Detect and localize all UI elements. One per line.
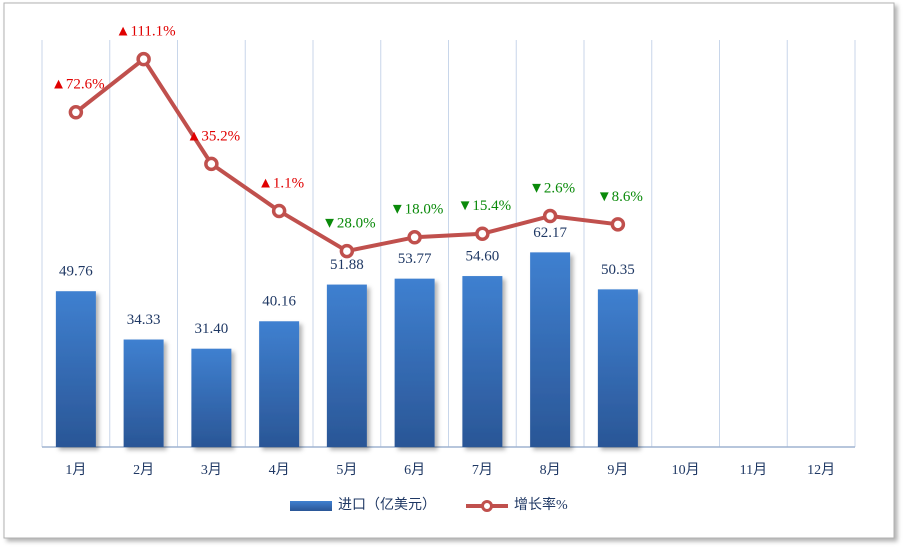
bar-value-label: 54.60: [466, 248, 500, 264]
bar-value-label: 62.17: [533, 225, 567, 241]
line-marker: [542, 208, 558, 224]
x-tick-label: 6月: [404, 462, 425, 478]
bar: [394, 278, 435, 447]
bar-value-label: 49.76: [59, 264, 93, 280]
line-marker: [204, 156, 219, 172]
legend-label: 进口（亿美元）: [338, 497, 436, 513]
bar: [462, 276, 503, 447]
x-tick-label: 7月: [472, 462, 493, 478]
x-tick-label: 11月: [740, 462, 767, 478]
line-value-label: ▲35.2%: [187, 128, 241, 144]
x-tick-label: 4月: [269, 462, 290, 478]
bar: [530, 252, 571, 447]
line-marker: [136, 51, 151, 67]
line-marker: [339, 243, 355, 259]
line-value-label: ▼28.0%: [322, 216, 376, 232]
x-tick-label: 8月: [540, 462, 561, 478]
legend-marker: [481, 500, 493, 512]
bar: [326, 284, 367, 447]
legend-swatch: [290, 501, 332, 511]
x-tick-label: 12月: [807, 462, 835, 478]
line-value-label: ▼15.4%: [458, 198, 512, 214]
bar-value-label: 40.16: [262, 294, 296, 310]
bar-value-label: 51.88: [330, 257, 364, 273]
bar: [55, 291, 96, 447]
x-tick-label: 1月: [65, 462, 86, 478]
line-marker: [68, 105, 84, 120]
bar-value-label: 34.33: [127, 312, 161, 328]
bar: [191, 348, 232, 447]
line-value-label: ▲72.6%: [51, 77, 105, 93]
legend-label: 增长率%: [514, 496, 568, 513]
line-value-label: ▲111.1%: [116, 24, 176, 40]
bar-value-label: 31.40: [195, 321, 229, 337]
line-marker: [610, 217, 626, 232]
line-marker: [407, 230, 422, 245]
bar-value-label: 53.77: [398, 251, 432, 267]
x-tick-label: 9月: [607, 462, 628, 478]
x-tick-label: 2月: [133, 462, 154, 478]
bar: [597, 289, 638, 447]
line-value-label: ▲1.1%: [258, 175, 304, 191]
line-value-label: ▼2.6%: [529, 180, 575, 196]
line-marker: [271, 203, 287, 219]
bar: [123, 339, 164, 447]
x-tick-label: 5月: [336, 462, 357, 478]
x-tick-label: 3月: [201, 462, 222, 478]
line-value-label: ▼18.0%: [390, 202, 444, 218]
x-tick-label: 10月: [672, 462, 700, 478]
bar-value-label: 50.35: [601, 262, 635, 278]
line-value-label: ▼8.6%: [597, 189, 643, 205]
line-marker: [475, 226, 490, 241]
bar: [259, 321, 300, 447]
